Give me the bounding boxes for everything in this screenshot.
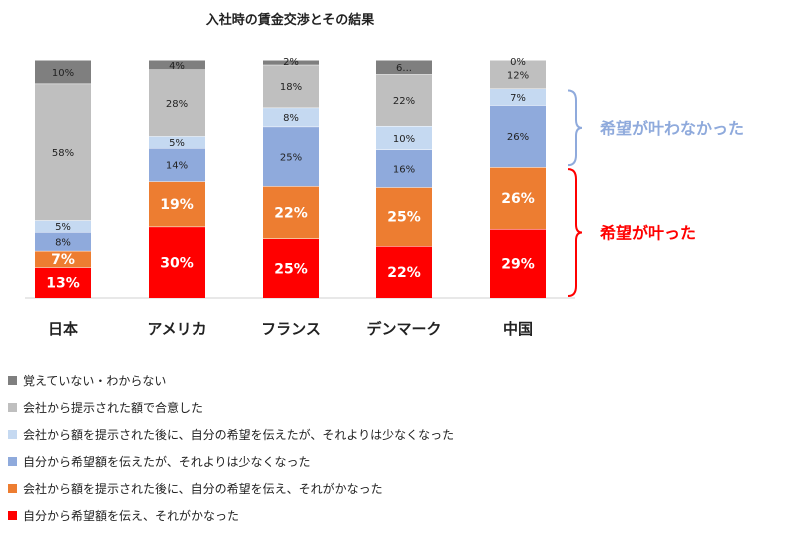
bar-segment [376,187,432,247]
legend-swatch [8,457,17,466]
bar-segment [35,220,91,233]
bar-segment [263,238,319,298]
category-label: デンマーク [366,320,441,338]
data-label: 58% [52,148,74,159]
chart-title: 入社時の賃金交渉とその結果 [206,12,375,28]
data-label: 25% [387,210,421,226]
data-label: 5% [55,222,71,233]
bar-segment [490,228,546,298]
data-label: 6... [396,63,412,74]
data-label: 8% [55,237,71,248]
data-label: 26% [501,191,535,207]
data-label: 28% [166,99,188,110]
data-label: 22% [274,205,308,221]
annotation-bracket [567,168,583,297]
data-label: 13% [46,276,80,292]
bar-segment [35,250,91,268]
legend-swatch [8,376,17,385]
data-label: 0% [510,57,526,68]
bar-segment [149,226,205,298]
data-label: 4% [169,61,185,72]
legend-item: 自分から希望額を伝えたが、それよりは少なくなった [8,448,788,475]
data-label: 10% [393,134,415,145]
data-label: 19% [160,197,194,213]
bar-segment [149,148,205,182]
bar-segment [490,60,546,89]
category-label: 日本 [48,320,78,338]
bar-segment [490,167,546,229]
bar-segment [490,105,546,168]
data-label: 7% [510,93,526,104]
category-label: 中国 [503,320,533,338]
bar-segment [376,149,432,188]
data-label: 7% [51,252,75,268]
legend-item: 会社から提示された額で合意した [8,394,788,421]
category-label: アメリカ [147,320,206,338]
legend-label: 会社から額を提示された後に、自分の希望を伝え、それがかなった [23,482,383,496]
legend-swatch [8,403,17,412]
bar-segment [263,64,319,108]
bar-segment [376,125,432,150]
legend-label: 会社から額を提示された後に、自分の希望を伝えたが、それよりは少なくなった [23,428,455,442]
bar-segment [35,60,91,84]
annotation-label: 希望が叶わなかった [600,119,744,138]
legend-label: 覚えていない・わからない [23,374,167,388]
legend-swatch [8,511,17,520]
bar-segment [149,60,205,70]
bar-segment [149,136,205,149]
data-label: 2% [283,57,299,68]
data-label: 26% [507,132,529,143]
bar-segment [376,246,432,298]
data-label: 10% [52,68,74,79]
legend-item: 会社から額を提示された後に、自分の希望を伝えたが、それよりは少なくなった [8,421,788,448]
legend-label: 会社から提示された額で合意した [23,401,204,415]
bar-segment [263,107,319,127]
data-label: 12% [507,70,529,81]
legend-label: 自分から希望額を伝えたが、それよりは少なくなった [23,455,311,469]
annotation-label: 希望が叶った [600,224,696,243]
bar-segment [263,186,319,239]
data-label: 29% [501,256,535,272]
data-label: 30% [160,255,194,271]
data-label: 25% [280,152,302,163]
bar-segment [149,181,205,227]
legend: 覚えていない・わからない会社から提示された額で合意した会社から額を提示された後に… [8,367,788,529]
annotation-bracket [567,89,583,167]
data-label: 18% [280,82,302,93]
legend-swatch [8,430,17,439]
category-label: フランス [261,320,321,338]
legend-item: 覚えていない・わからない [8,367,788,394]
bar-segment [376,60,432,75]
data-label: 16% [393,164,415,175]
data-label: 22% [393,96,415,107]
bar-segment [490,88,546,106]
legend-item: 会社から額を提示された後に、自分の希望を伝え、それがかなった [8,475,788,502]
data-label: 22% [387,265,421,281]
legend-swatch [8,484,17,493]
bar-segment [376,74,432,126]
legend-item: 自分から希望額を伝え、それがかなった [8,502,788,529]
bar-segment [35,232,91,251]
data-label: 25% [274,261,308,277]
bar-segment [35,267,91,298]
data-label: 8% [283,113,299,124]
bar-segment [35,83,91,221]
bar-segment [263,60,319,65]
data-label: 5% [169,138,185,149]
legend-label: 自分から希望額を伝え、それがかなった [23,509,240,523]
data-label: 14% [166,161,188,172]
bar-segment [263,126,319,187]
bar-segment [149,69,205,137]
